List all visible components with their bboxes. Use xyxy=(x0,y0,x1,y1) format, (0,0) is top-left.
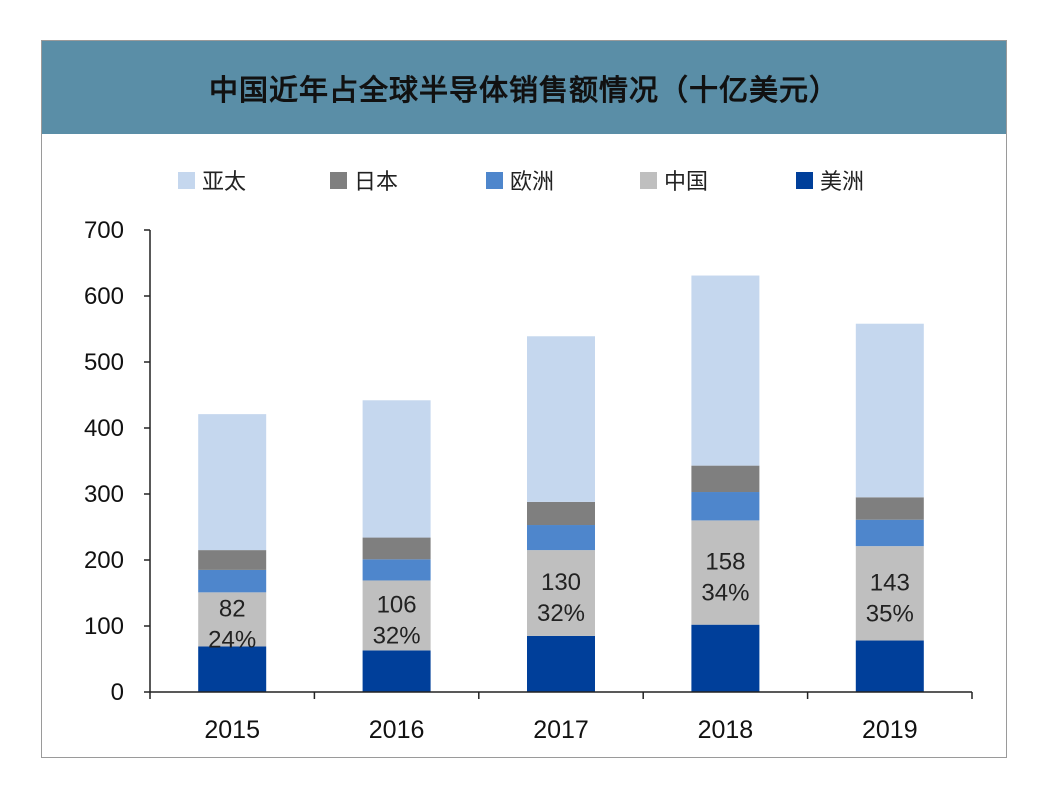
bar-segment xyxy=(855,519,924,547)
data-label-value: 82 xyxy=(219,595,246,622)
legend-label: 欧洲 xyxy=(510,170,554,195)
bar-segment xyxy=(362,559,431,581)
bar-segment xyxy=(855,323,924,498)
legend-label: 日本 xyxy=(354,170,398,195)
title-bar: 中国近年占全球半导体销售额情况（十亿美元） xyxy=(42,41,1006,134)
chart-title: 中国近年占全球半导体销售额情况（十亿美元） xyxy=(208,72,839,107)
bar-segment xyxy=(198,592,267,647)
data-label-value: 130 xyxy=(541,569,581,596)
bar-segment xyxy=(855,497,924,520)
bar-segment xyxy=(527,501,595,526)
data-label-share: 32% xyxy=(537,600,585,627)
legend-label: 亚太 xyxy=(202,170,246,195)
y-tick-label: 500 xyxy=(84,349,124,376)
bar-segment xyxy=(855,546,924,641)
bar-segment xyxy=(198,569,267,593)
bar-segment xyxy=(691,465,760,493)
bar-segment xyxy=(198,550,267,570)
y-tick-label: 600 xyxy=(84,283,124,310)
data-label-share: 35% xyxy=(866,600,914,627)
y-tick-label: 100 xyxy=(84,613,124,640)
bar-segment xyxy=(691,275,760,466)
x-tick-label: 2015 xyxy=(204,716,260,744)
bar-segment xyxy=(691,520,760,625)
y-tick-label: 700 xyxy=(84,217,124,244)
data-labels: 82 24% 106 32% 130 32% 158 34% 143 35% xyxy=(208,549,914,654)
bar-segment xyxy=(527,336,595,502)
bar-segment xyxy=(527,635,595,692)
bar-segment xyxy=(362,650,431,692)
legend-label: 美洲 xyxy=(820,170,864,195)
bar-segment xyxy=(855,640,924,692)
legend-swatch xyxy=(796,172,813,189)
legend-swatch xyxy=(486,172,503,189)
bar-segment xyxy=(198,646,267,692)
data-label-share: 32% xyxy=(373,622,421,649)
data-label-value: 143 xyxy=(870,569,910,596)
bar-segment xyxy=(527,550,595,636)
x-tick-label: 2018 xyxy=(698,716,754,744)
data-label-share: 24% xyxy=(208,626,256,653)
data-label-value: 106 xyxy=(377,591,417,618)
legend: 亚太 日本 欧洲 中国 美洲 xyxy=(178,170,864,195)
bars xyxy=(198,275,924,692)
axes: 0 100 200 300 400 500 600 700 2015 2016 2017 2018 20… xyxy=(84,217,973,744)
y-tick-label: 400 xyxy=(84,415,124,442)
bar-segment xyxy=(691,492,760,521)
legend-label: 中国 xyxy=(664,170,708,195)
y-tick-label: 200 xyxy=(84,547,124,574)
data-label-share: 34% xyxy=(701,580,749,607)
bar-segment xyxy=(362,580,431,651)
x-tick-label: 2019 xyxy=(862,716,918,744)
legend-swatch xyxy=(330,172,347,189)
legend-swatch xyxy=(640,172,657,189)
bar-segment xyxy=(362,537,431,560)
bar-segment xyxy=(691,624,760,692)
x-tick-label: 2017 xyxy=(533,716,589,744)
bar-segment xyxy=(527,525,595,551)
legend-swatch xyxy=(178,172,195,189)
y-tick-label: 300 xyxy=(84,481,124,508)
bar-segment xyxy=(198,414,267,551)
x-tick-label: 2016 xyxy=(369,716,425,744)
y-tick-label: 0 xyxy=(111,679,124,706)
data-label-value: 158 xyxy=(705,549,745,576)
bar-segment xyxy=(362,400,431,538)
